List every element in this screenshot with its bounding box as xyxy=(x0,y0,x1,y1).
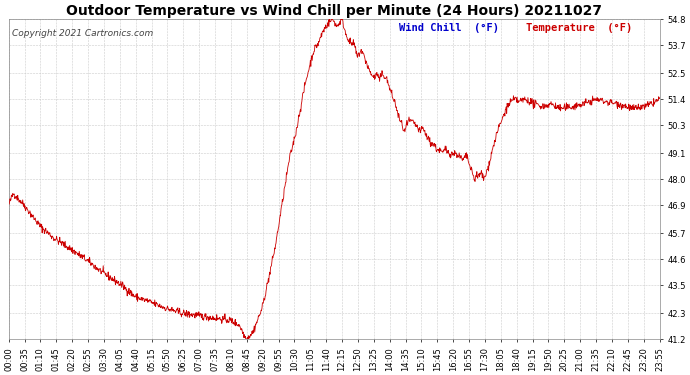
Text: Temperature  (°F): Temperature (°F) xyxy=(526,22,632,33)
Text: Copyright 2021 Cartronics.com: Copyright 2021 Cartronics.com xyxy=(12,29,153,38)
Title: Outdoor Temperature vs Wind Chill per Minute (24 Hours) 20211027: Outdoor Temperature vs Wind Chill per Mi… xyxy=(66,4,602,18)
Text: Wind Chill  (°F): Wind Chill (°F) xyxy=(400,22,499,33)
